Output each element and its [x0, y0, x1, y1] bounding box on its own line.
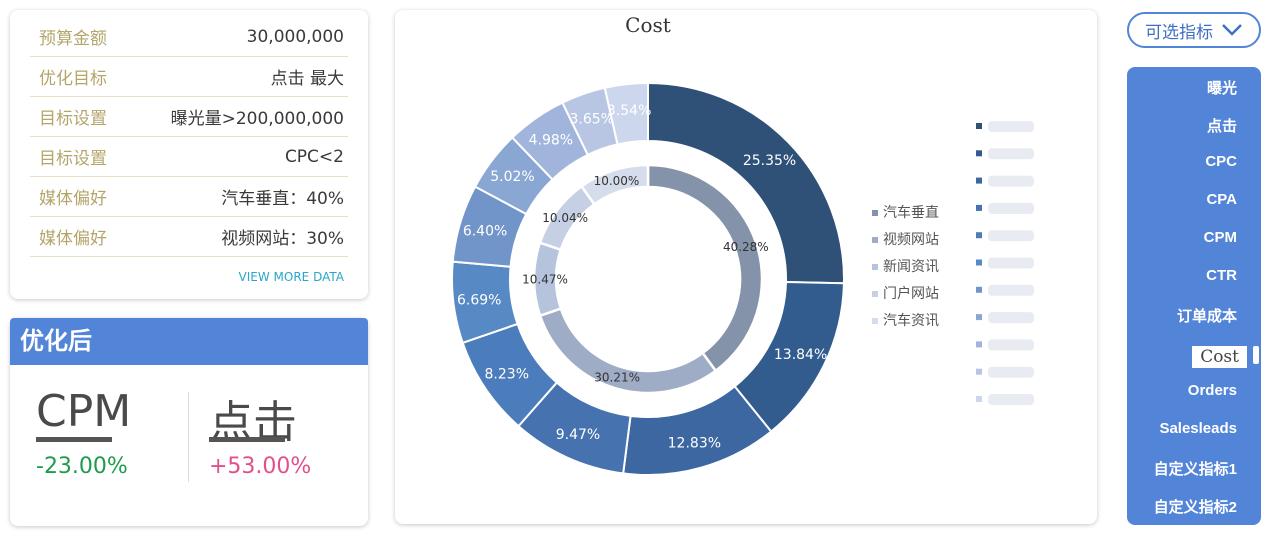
- clicks-metric-change: +53.00%: [209, 454, 312, 479]
- legend-swatch: [976, 204, 982, 211]
- inner-slice-label: 10.04%: [542, 211, 588, 225]
- budget-row-value: 汽车垂直：40%: [221, 189, 344, 209]
- metric-option[interactable]: CTR: [1206, 267, 1237, 284]
- legend-label: 新闻资讯: [883, 259, 939, 275]
- outer-slice-label: 4.98%: [529, 132, 573, 148]
- chart-title: Cost: [625, 13, 671, 37]
- outer-slice-label: 3.54%: [607, 103, 651, 119]
- legend-label: 门户网站: [883, 285, 939, 302]
- inner-slice: [579, 163, 650, 206]
- metric-option[interactable]: Orders: [1187, 382, 1237, 399]
- optimized-card: 优化后 CPM -23.00% 点击 +53.00%: [10, 318, 368, 526]
- inner-slice-label: 30.21%: [594, 370, 640, 384]
- metric-option[interactable]: 订单成本: [1176, 308, 1237, 325]
- legend-swatch: [976, 232, 982, 239]
- outer-slice-label: 6.40%: [463, 223, 507, 239]
- legend-label-placeholder: [988, 394, 1034, 405]
- metric-divider: [188, 392, 189, 482]
- metric-option[interactable]: 曝光: [1206, 80, 1237, 97]
- metric-selector-label: 可选指标: [1145, 22, 1213, 43]
- metric-option[interactable]: CPC: [1205, 153, 1237, 170]
- legend-swatch: [976, 150, 982, 157]
- budget-row-value: 曝光量>200,000,000: [170, 109, 344, 129]
- legend-swatch: [976, 368, 982, 375]
- budget-row-label: 预算金额: [39, 29, 107, 49]
- budget-row-label: 目标设置: [39, 149, 107, 169]
- inner-slice-label: 10.00%: [594, 174, 640, 188]
- inner-slice: [646, 163, 764, 373]
- outer-slice-label: 6.69%: [457, 293, 501, 309]
- legend-swatch: [976, 259, 982, 266]
- legend-swatch: [976, 123, 982, 129]
- view-more-link[interactable]: VIEW MORE DATA: [238, 270, 344, 284]
- outer-slice-label: 9.47%: [556, 427, 600, 443]
- outer-slice-label: 3.65%: [570, 111, 614, 127]
- cost-donut-chart: Cost 40.28% 30.21% 10.47% 10.04% 10.00% 25.35%…: [451, 13, 1034, 476]
- budget-row: 媒体偏好 汽车垂直：40%: [30, 177, 348, 217]
- legend-label-placeholder: [988, 312, 1034, 324]
- cpm-metric-underline: [36, 437, 112, 442]
- budget-row-value: CPC<2: [284, 146, 344, 167]
- metric-option[interactable]: CPA: [1206, 191, 1237, 208]
- outer-slice-label: 5.02%: [490, 169, 534, 185]
- legend-swatch: [872, 210, 878, 216]
- legend-label-placeholder: [988, 175, 1034, 187]
- legend-label: 汽车垂直: [883, 204, 939, 221]
- optimized-title: 优化后: [10, 318, 368, 365]
- outer-slice-label: 8.23%: [485, 367, 529, 383]
- metric-option[interactable]: 点击: [1206, 118, 1237, 135]
- legend-swatch: [872, 237, 878, 243]
- budget-row-value: 视频网站：30%: [221, 229, 344, 249]
- budget-row-value: 30,000,000: [246, 26, 344, 47]
- metric-option[interactable]: 自定义指标1: [1153, 461, 1237, 478]
- metric-selector-button[interactable]: 可选指标: [1127, 12, 1261, 48]
- legend-swatch: [976, 341, 982, 348]
- budget-row-label: 媒体偏好: [39, 229, 107, 249]
- legend-swatch: [976, 286, 982, 293]
- outer-slice-label: 13.84%: [774, 347, 827, 363]
- legend-swatch: [976, 314, 982, 321]
- chevron-down-icon: [1222, 24, 1242, 36]
- metric-option[interactable]: 自定义指标2: [1153, 499, 1237, 516]
- budget-card: 预算金额 30,000,000 优化目标 点击 最大 目标设置 曝光量>200,…: [10, 10, 368, 299]
- cost-chart-card: Cost 40.28% 30.21% 10.47% 10.04% 10.00% 25.35%…: [395, 10, 1097, 524]
- legend-label-placeholder: [988, 230, 1034, 242]
- budget-row: 目标设置 曝光量>200,000,000: [30, 97, 348, 137]
- cpm-metric-change: -23.00%: [36, 454, 128, 479]
- outer-slice-label: 12.83%: [668, 435, 721, 451]
- budget-row-label: 媒体偏好: [39, 189, 107, 209]
- budget-row: 媒体偏好 视频网站：30%: [30, 217, 348, 257]
- legend-swatch: [976, 396, 982, 402]
- budget-row: 预算金额 30,000,000: [30, 17, 348, 57]
- legend-label-placeholder: [988, 121, 1034, 132]
- inner-slice-label: 40.28%: [723, 240, 769, 254]
- outer-slice-label: 25.35%: [743, 153, 796, 169]
- legend-label-placeholder: [988, 148, 1034, 160]
- legend-label: 汽车资讯: [883, 312, 939, 329]
- clicks-metric-underline: [209, 437, 285, 442]
- legend-label: 视频网站: [883, 232, 939, 248]
- budget-row: 优化目标 点击 最大: [30, 57, 348, 97]
- legend-swatch: [872, 291, 878, 297]
- inner-slice-label: 10.47%: [522, 272, 568, 286]
- outer-slice: [603, 81, 649, 146]
- legend-swatch: [872, 318, 878, 324]
- cpm-metric-name: CPM: [36, 386, 132, 437]
- budget-row-label: 优化目标: [39, 69, 107, 89]
- legend-swatch: [976, 177, 982, 184]
- metric-option[interactable]: Cost: [1192, 346, 1247, 368]
- budget-row: 目标设置 CPC<2: [30, 137, 348, 177]
- panel-scrollbar[interactable]: [1253, 346, 1259, 364]
- budget-row-label: 目标设置: [39, 109, 107, 129]
- legend-label-placeholder: [988, 257, 1034, 269]
- legend-label-placeholder: [988, 202, 1034, 214]
- legend-swatch: [872, 264, 878, 270]
- legend-label-placeholder: [988, 284, 1034, 296]
- metric-option[interactable]: CPM: [1203, 229, 1237, 246]
- metric-list-panel: 曝光点击 CPC CPA CPM CTR 订单成本 Cost Orders Salesleads…: [1127, 67, 1261, 525]
- metric-option[interactable]: Salesleads: [1159, 420, 1237, 437]
- budget-row-value: 点击 最大: [270, 69, 344, 89]
- legend-label-placeholder: [988, 339, 1034, 351]
- legend-label-placeholder: [988, 366, 1034, 378]
